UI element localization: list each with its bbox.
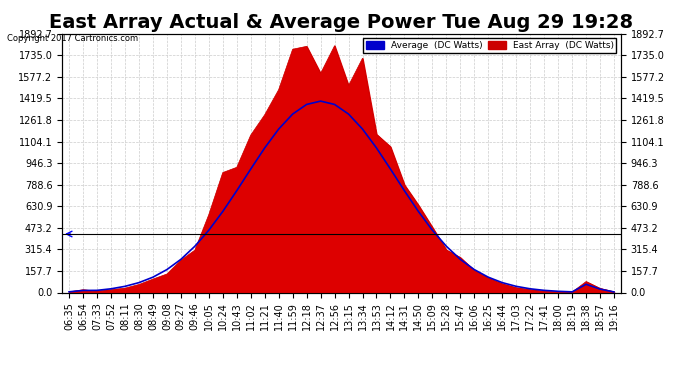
Text: Copyright 2017 Cartronics.com: Copyright 2017 Cartronics.com [7, 34, 138, 43]
Title: East Array Actual & Average Power Tue Aug 29 19:28: East Array Actual & Average Power Tue Au… [50, 13, 633, 32]
Legend: Average  (DC Watts), East Array  (DC Watts): Average (DC Watts), East Array (DC Watts… [364, 38, 616, 53]
